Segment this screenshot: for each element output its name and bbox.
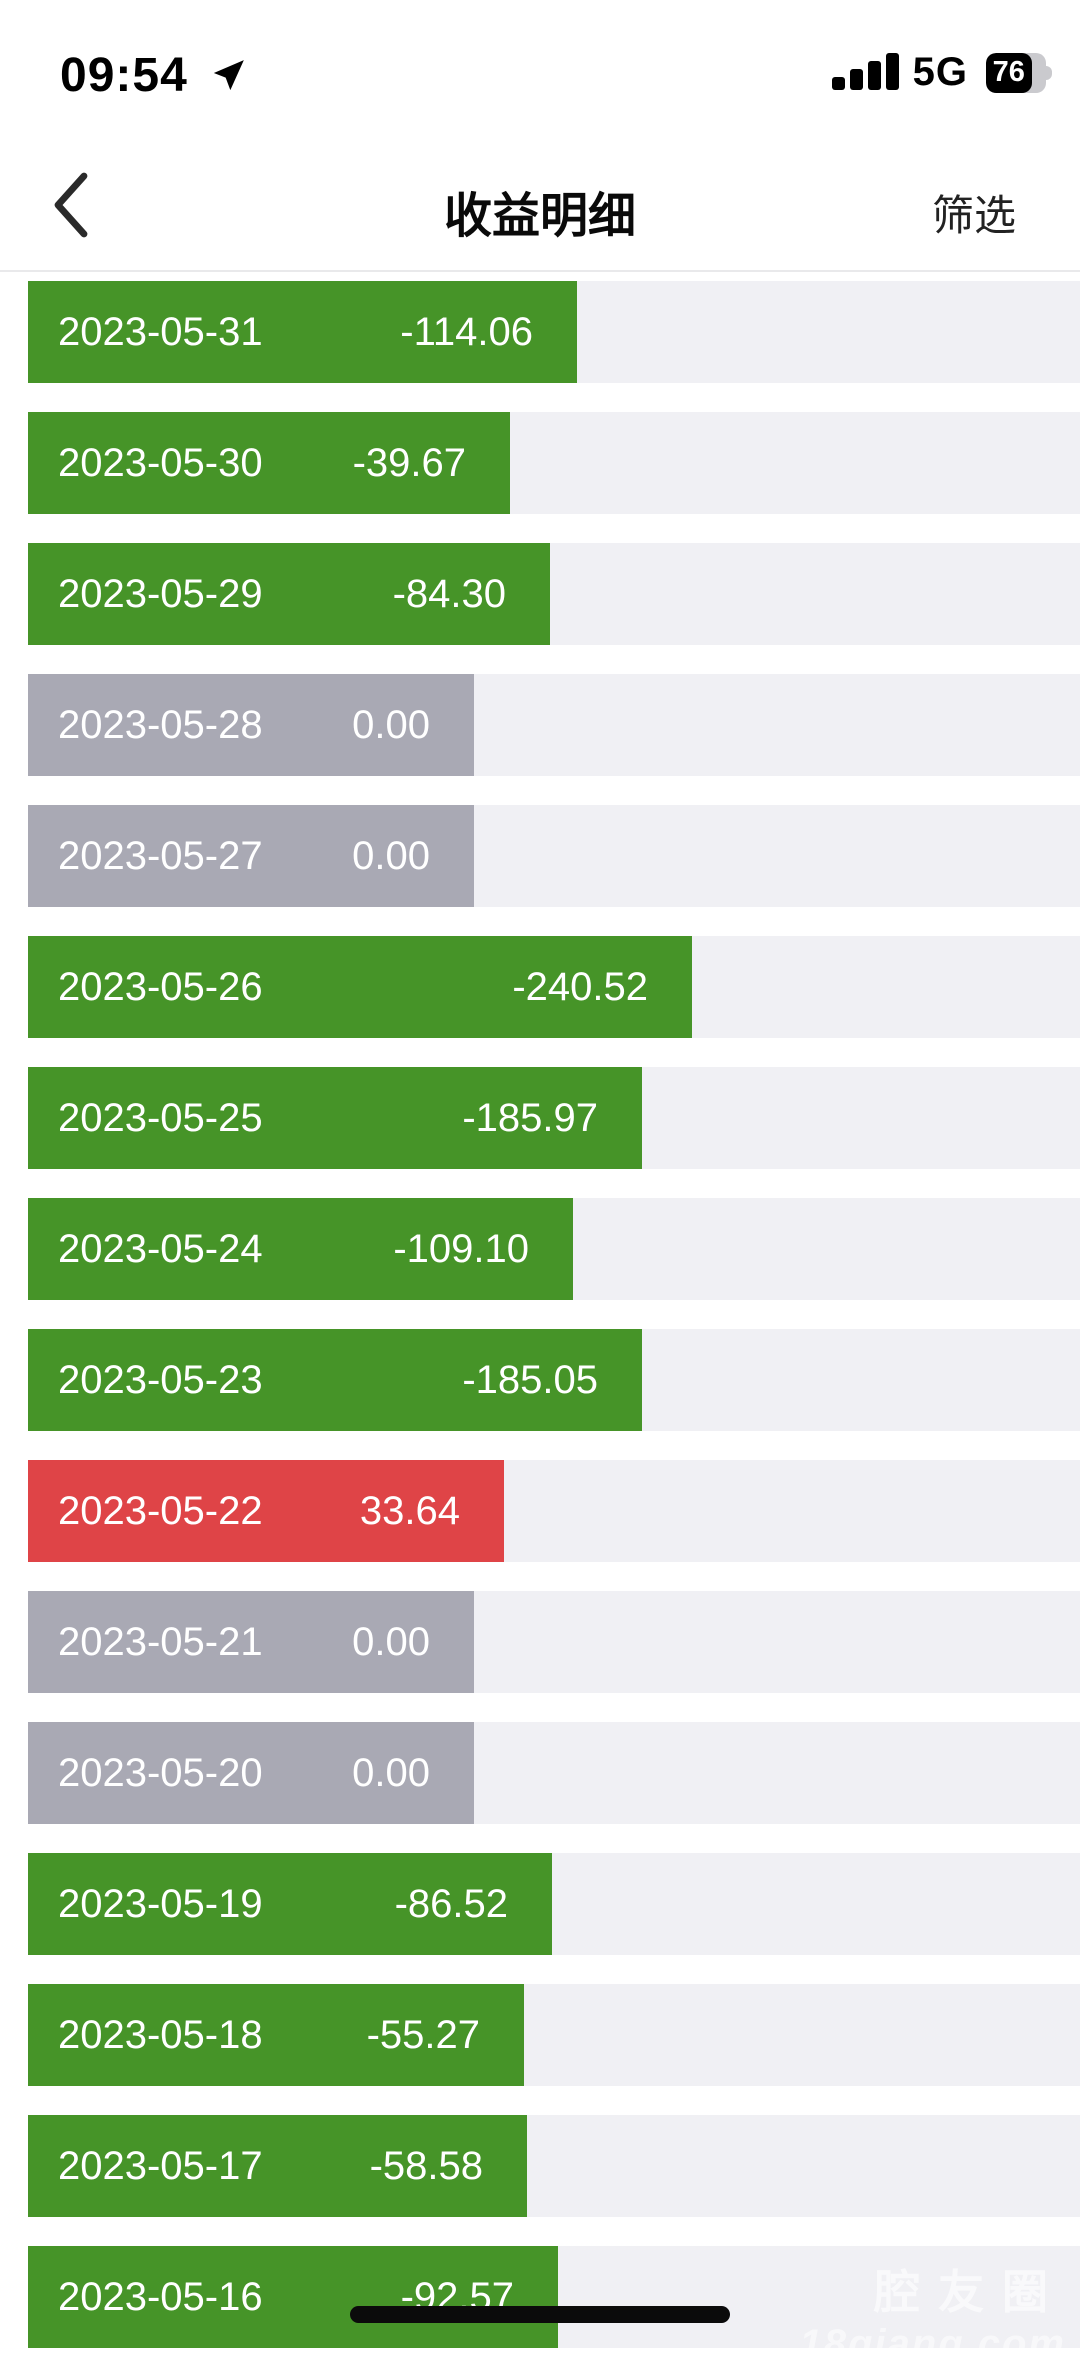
battery-percent: 76	[992, 56, 1025, 88]
row-date: 2023-05-30	[58, 440, 263, 485]
row-date: 2023-05-21	[58, 1619, 263, 1664]
list-item: 2023-05-24 -109.10	[0, 1198, 1080, 1300]
value-bar[interactable]: 2023-05-27 0.00	[28, 805, 474, 907]
value-bar[interactable]: 2023-05-24 -109.10	[28, 1198, 573, 1300]
row-date: 2023-05-24	[58, 1226, 263, 1271]
row-value: -185.97	[462, 1095, 598, 1140]
profit-detail-list: 2023-05-31 -114.06 2023-05-30 -39.67 2023-05…	[0, 281, 1080, 2377]
list-item: 2023-05-18 -55.27	[0, 1984, 1080, 2086]
list-item: 2023-05-28 0.00	[0, 674, 1080, 776]
row-value: 0.00	[352, 702, 430, 747]
row-date: 2023-05-28	[58, 702, 263, 747]
value-bar[interactable]: 2023-05-29 -84.30	[28, 543, 550, 645]
value-bar[interactable]: 2023-05-21 0.00	[28, 1591, 474, 1693]
location-arrow-icon	[208, 56, 248, 96]
list-item: 2023-05-20 0.00	[0, 1722, 1080, 1824]
row-value: -84.30	[392, 571, 506, 616]
battery-icon: 76	[986, 52, 1052, 93]
list-item: 2023-05-31 -114.06	[0, 281, 1080, 383]
row-value: -39.67	[352, 440, 466, 485]
row-date: 2023-05-16	[58, 2274, 263, 2319]
row-value: -58.58	[369, 2143, 483, 2188]
value-bar[interactable]: 2023-05-18 -55.27	[28, 1984, 524, 2086]
home-indicator[interactable]	[350, 2306, 730, 2323]
value-bar[interactable]: 2023-05-28 0.00	[28, 674, 474, 776]
status-bar: 09:54 5G 76	[0, 0, 1080, 130]
row-value: -109.10	[393, 1226, 529, 1271]
value-bar[interactable]: 2023-05-19 -86.52	[28, 1853, 552, 1955]
row-value: -185.05	[462, 1357, 598, 1402]
status-bar-right: 5G 76	[831, 50, 1052, 95]
list-item: 2023-05-17 -58.58	[0, 2115, 1080, 2217]
clock-time: 09:54	[60, 49, 188, 102]
row-value: -240.52	[512, 964, 648, 1009]
row-date: 2023-05-25	[58, 1095, 263, 1140]
nav-bar: 收益明细 筛选	[0, 130, 1080, 270]
row-date: 2023-05-29	[58, 571, 263, 616]
page-title: 收益明细	[443, 190, 636, 243]
row-date: 2023-05-19	[58, 1881, 263, 1926]
row-value: -55.27	[366, 2012, 480, 2057]
value-bar[interactable]: 2023-05-16 -92.57	[28, 2246, 558, 2348]
list-item: 2023-05-16 -92.57	[0, 2246, 1080, 2348]
row-date: 2023-05-23	[58, 1357, 263, 1402]
value-bar[interactable]: 2023-05-31 -114.06	[28, 281, 577, 383]
row-date: 2023-05-18	[58, 2012, 263, 2057]
list-item: 2023-05-23 -185.05	[0, 1329, 1080, 1431]
list-item: 2023-05-19 -86.52	[0, 1853, 1080, 1955]
list-item: 2023-05-29 -84.30	[0, 543, 1080, 645]
list-item: 2023-05-27 0.00	[0, 805, 1080, 907]
row-value: 0.00	[352, 1619, 430, 1664]
row-value: 0.00	[352, 833, 430, 878]
chevron-left-icon	[52, 172, 90, 238]
list-item: 2023-05-22 33.64	[0, 1460, 1080, 1562]
value-bar[interactable]: 2023-05-17 -58.58	[28, 2115, 527, 2217]
row-value: 33.64	[359, 1488, 460, 1533]
value-bar[interactable]: 2023-05-30 -39.67	[28, 412, 510, 514]
row-date: 2023-05-31	[58, 309, 263, 354]
header-divider	[0, 270, 1080, 272]
filter-button[interactable]: 筛选	[931, 192, 1016, 239]
value-bar[interactable]: 2023-05-22 33.64	[28, 1460, 504, 1562]
list-item: 2023-05-26 -240.52	[0, 936, 1080, 1038]
list-item: 2023-05-21 0.00	[0, 1591, 1080, 1693]
list-item: 2023-05-25 -185.97	[0, 1067, 1080, 1169]
row-value: -86.52	[394, 1881, 508, 1926]
row-value: -114.06	[400, 309, 533, 354]
network-type-label: 5G	[912, 50, 968, 94]
back-button[interactable]	[36, 170, 106, 240]
value-bar[interactable]: 2023-05-26 -240.52	[28, 936, 692, 1038]
value-bar[interactable]: 2023-05-25 -185.97	[28, 1067, 642, 1169]
row-value: 0.00	[352, 1750, 430, 1795]
value-bar[interactable]: 2023-05-23 -185.05	[28, 1329, 642, 1431]
row-date: 2023-05-22	[58, 1488, 263, 1533]
row-date: 2023-05-17	[58, 2143, 263, 2188]
row-date: 2023-05-27	[58, 833, 263, 878]
row-date: 2023-05-26	[58, 964, 263, 1009]
row-date: 2023-05-20	[58, 1750, 263, 1795]
value-bar[interactable]: 2023-05-20 0.00	[28, 1722, 474, 1824]
cellular-signal-icon	[831, 52, 899, 93]
list-item: 2023-05-30 -39.67	[0, 412, 1080, 514]
